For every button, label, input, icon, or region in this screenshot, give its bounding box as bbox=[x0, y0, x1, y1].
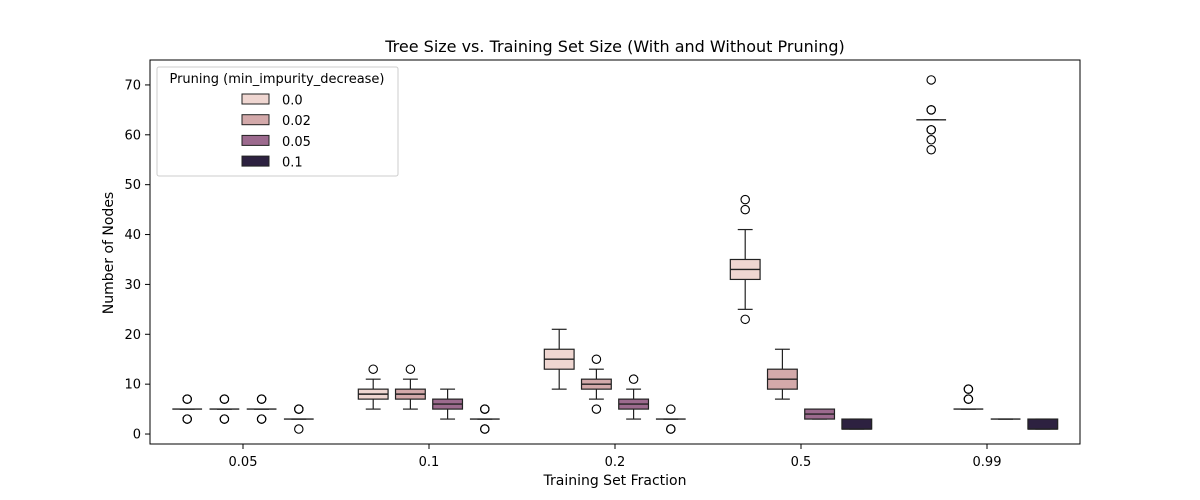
outlier-point bbox=[480, 404, 490, 414]
x-tick-label: 0.1 bbox=[419, 455, 440, 470]
y-tick-label: 10 bbox=[124, 378, 141, 393]
box-0.0-0.5 bbox=[729, 194, 761, 325]
box-0.05-0.5 bbox=[804, 408, 836, 420]
y-tick-label: 40 bbox=[124, 228, 141, 243]
x-tick-label: 0.5 bbox=[791, 455, 812, 470]
outlier-point bbox=[628, 374, 639, 384]
legend-label-0.02: 0.02 bbox=[282, 114, 311, 129]
x-tick-label: 0.05 bbox=[229, 455, 258, 470]
outlier-point bbox=[740, 194, 750, 205]
outlier-point bbox=[182, 394, 192, 404]
y-axis-label: Number of Nodes bbox=[101, 192, 117, 314]
y-tick-label: 20 bbox=[124, 328, 141, 343]
box-0.02-0.99 bbox=[953, 384, 984, 410]
outlier-point bbox=[926, 105, 936, 115]
y-tick-label: 70 bbox=[124, 78, 141, 93]
x-tick-label: 0.2 bbox=[605, 455, 626, 470]
box-0.1-0.1 bbox=[469, 404, 500, 434]
outlier-point bbox=[591, 404, 602, 414]
outlier-point bbox=[182, 414, 192, 424]
box-0.02-0.5 bbox=[766, 348, 798, 400]
legend-label-0.1: 0.1 bbox=[282, 156, 303, 171]
box-0.02-0.1 bbox=[394, 364, 426, 410]
box-0.05-0.05 bbox=[246, 394, 277, 424]
outlier-point bbox=[591, 354, 602, 364]
legend-label-0.05: 0.05 bbox=[282, 135, 311, 150]
outlier-point bbox=[219, 394, 230, 404]
outlier-point bbox=[740, 204, 750, 215]
y-tick-label: 30 bbox=[124, 278, 141, 293]
box-0.05-0.1 bbox=[432, 388, 464, 420]
box-0.05-0.2 bbox=[618, 374, 650, 420]
legend-swatch-0.0 bbox=[241, 93, 270, 105]
outlier-point bbox=[926, 75, 936, 85]
y-tick-label: 50 bbox=[124, 178, 141, 193]
outlier-point bbox=[405, 364, 416, 374]
box-0.1-0.05 bbox=[283, 404, 314, 434]
box-0.1-0.2 bbox=[655, 404, 686, 434]
y-tick-label: 0 bbox=[133, 428, 141, 443]
outlier-point bbox=[666, 404, 676, 414]
box-0.0-0.99 bbox=[916, 75, 947, 155]
x-axis-label: Training Set Fraction bbox=[542, 473, 686, 489]
legend-swatch-0.02 bbox=[241, 114, 270, 126]
legend-title: Pruning (min_impurity_decrease) bbox=[169, 72, 384, 87]
outlier-point bbox=[480, 424, 490, 434]
outlier-point bbox=[926, 125, 936, 135]
box-0.0-0.2 bbox=[543, 328, 575, 390]
box-0.1-0.5 bbox=[841, 418, 873, 430]
outlier-point bbox=[963, 384, 974, 394]
outlier-point bbox=[294, 424, 304, 434]
box-0.02-0.05 bbox=[209, 394, 240, 424]
legend: Pruning (min_impurity_decrease) 0.0 0.02 0… bbox=[156, 66, 399, 177]
chart-title: Tree Size vs. Training Set Size (With an… bbox=[384, 37, 845, 56]
outlier-point bbox=[256, 414, 267, 424]
outlier-point bbox=[294, 404, 304, 414]
plot-area: 0 10 20 30 40 50 60 70 0.05 0.1 0.2 0.5 0.99 bbox=[124, 59, 1081, 470]
box-0.1-0.99 bbox=[1027, 418, 1059, 430]
outlier-point bbox=[219, 414, 230, 424]
box-body bbox=[1027, 418, 1059, 430]
outlier-point bbox=[963, 394, 974, 404]
legend-label-0.0: 0.0 bbox=[282, 94, 303, 109]
box-0.0-0.1 bbox=[357, 364, 389, 410]
outlier-point bbox=[926, 135, 936, 145]
legend-swatch-0.05 bbox=[241, 134, 270, 146]
legend-swatch-0.1 bbox=[241, 155, 270, 167]
y-tick-label: 60 bbox=[124, 128, 141, 143]
outlier-point bbox=[256, 394, 267, 404]
legend-frame bbox=[156, 66, 399, 177]
outlier-point bbox=[368, 364, 378, 374]
outlier-point bbox=[926, 145, 936, 155]
box-0.02-0.2 bbox=[580, 354, 612, 414]
x-tick-label: 0.99 bbox=[973, 455, 1002, 470]
box-body bbox=[841, 418, 873, 430]
box-0.0-0.05 bbox=[172, 394, 203, 424]
outlier-point bbox=[666, 424, 676, 434]
outlier-point bbox=[740, 314, 750, 325]
